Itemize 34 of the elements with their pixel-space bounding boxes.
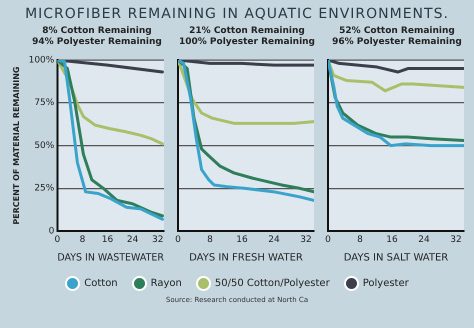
text: 52% Cotton Remaining	[338, 26, 456, 37]
legend-label: Rayon	[150, 278, 182, 289]
x-tick-label: 24	[268, 234, 280, 245]
x-tick-label: 0	[175, 234, 182, 245]
x-tick-label: 32	[300, 234, 312, 245]
legend-label: Cotton	[84, 278, 118, 289]
text: 8% Cotton Remaining	[41, 26, 153, 37]
x-tick-label: 8	[80, 234, 86, 245]
x-axis-title: DAYS IN WASTEWATER	[57, 252, 164, 264]
text: MICROFIBER REMAINING IN AQUATIC ENVIRONMENTS.	[24, 5, 450, 24]
x-axis-title: DAYS IN FRESH WATER	[189, 252, 303, 264]
y-tick-label: 0	[48, 226, 55, 237]
y-tick-label: 25%	[34, 184, 55, 194]
x-tick-label: 16	[102, 234, 114, 245]
y-tick-label: 100%	[28, 55, 55, 66]
y-axis-title: PERCENT OF MATERIAL REMAINING	[12, 66, 21, 225]
text: 100% Polyester Remaining	[178, 37, 316, 48]
x-tick-label: 8	[357, 234, 364, 245]
text: 94% Polyester Remaining	[31, 37, 163, 48]
text: 96% Polyester Remaining	[331, 37, 463, 48]
x-tick-label: 24	[418, 234, 430, 245]
legend-label: Polyester	[362, 278, 409, 289]
x-axis-title: DAYS IN SALT WATER	[344, 252, 448, 264]
y-tick-label: 50%	[34, 140, 55, 151]
y-tick-label: 75%	[34, 98, 55, 108]
x-tick-label: 16	[386, 234, 398, 245]
x-tick-label: 32	[152, 234, 164, 245]
x-tick-label: 8	[207, 234, 214, 245]
legend-label: 50/50 Cotton/Polyester	[214, 278, 330, 289]
x-tick-label: 24	[126, 234, 139, 245]
x-tick-label: 16	[236, 234, 248, 245]
text: 21% Cotton Remaining	[188, 26, 306, 37]
x-tick-label: 0	[325, 234, 332, 245]
x-tick-label: 32	[450, 234, 462, 245]
